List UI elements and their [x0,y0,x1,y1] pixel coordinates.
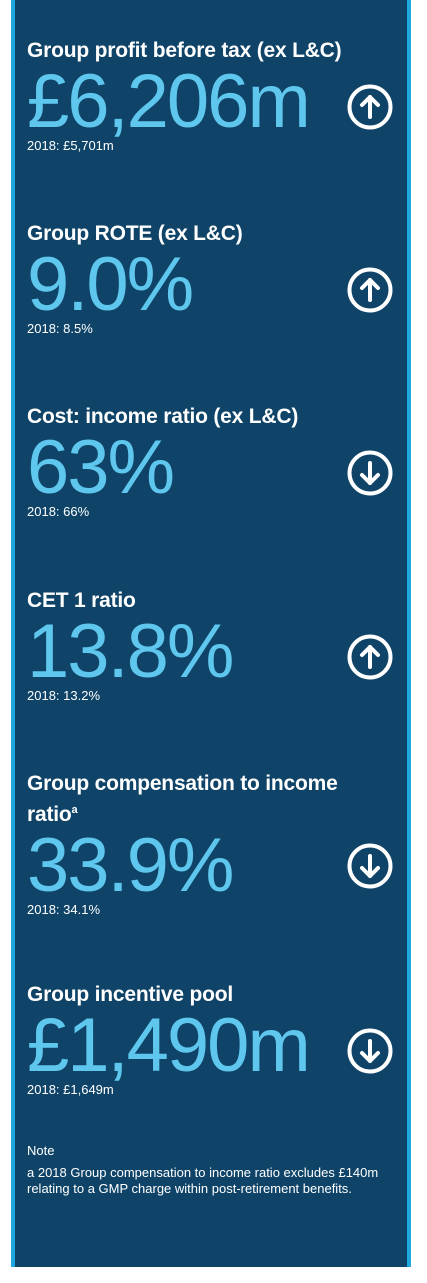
metric-value: 9.0% [27,242,194,327]
arrow-down-circle-icon [347,450,393,496]
arrow-down-circle-icon [347,1028,393,1074]
metric-comparison: 2018: £5,701m [27,138,114,153]
arrow-down-circle-icon [347,843,393,889]
metric-title: Group incentive pool [27,983,234,1006]
metric-title: CET 1 ratio [27,589,136,612]
arrow-up-circle-icon [347,84,393,130]
metric-value: £1,490m [27,1003,311,1088]
metric-title-text: Group compensation to income ratio [27,772,338,826]
metric-profit-before-tax: Group profit before tax (ex L&C) £6,206m… [27,38,397,154]
note-text: a 2018 Group compensation to income rati… [27,1165,379,1196]
kpi-panel: Group profit before tax (ex L&C) £6,206m… [11,0,411,1267]
metric-cost-income-ratio: Cost: income ratio (ex L&C) 63% 2018: 66… [27,404,397,520]
metric-compensation-income-ratio: Group compensation to income ratioa 33.9… [27,771,397,918]
metric-incentive-pool: Group incentive pool £1,490m 2018: £1,64… [27,982,397,1098]
metric-value: 63% [27,425,175,510]
metric-value: 13.8% [27,609,235,694]
metric-title: Group profit before tax (ex L&C) [27,39,342,62]
arrow-up-circle-icon [347,267,393,313]
metric-comparison: 2018: £1,649m [27,1082,114,1097]
metric-title: Group compensation to income ratioa [27,771,367,828]
metric-value: £6,206m [27,59,311,144]
metric-title: Cost: income ratio (ex L&C) [27,405,299,428]
metric-comparison: 2018: 8.5% [27,321,93,336]
metric-comparison: 2018: 66% [27,504,90,519]
metric-comparison: 2018: 13.2% [27,688,101,703]
footnote-marker: a [71,804,78,816]
metric-group-rote: Group ROTE (ex L&C) 9.0% 2018: 8.5% [27,221,397,337]
metric-title: Group ROTE (ex L&C) [27,222,243,245]
footnote: Note a 2018 Group compensation to income… [27,1142,387,1197]
metric-cet1-ratio: CET 1 ratio 13.8% 2018: 13.2% [27,588,397,704]
metric-comparison: 2018: 34.1% [27,902,101,917]
note-heading: Note [27,1143,55,1158]
arrow-up-circle-icon [347,634,393,680]
metric-value: 33.9% [27,823,235,908]
